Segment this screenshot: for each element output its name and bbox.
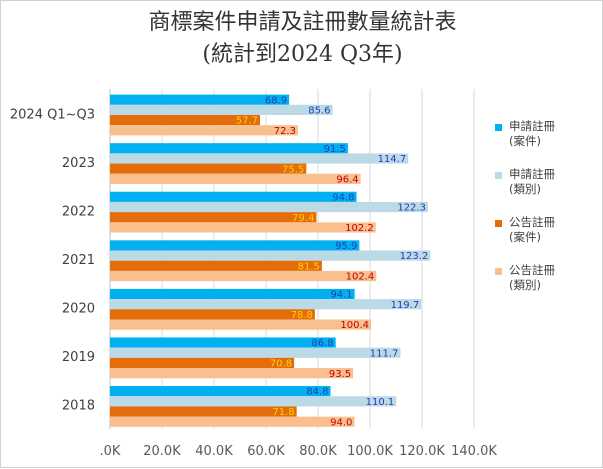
data-label: 96.4: [336, 174, 358, 185]
bar: [110, 386, 331, 397]
bar: [110, 125, 298, 136]
bar: [110, 299, 422, 310]
bar: [110, 94, 290, 105]
x-tick-label: 20.0K: [143, 444, 181, 459]
bar: [110, 163, 307, 174]
data-label: 78.8: [291, 310, 313, 321]
data-label: 71.8: [272, 407, 294, 418]
x-tick-label: 100.0K: [347, 444, 393, 459]
data-label: 94.8: [332, 192, 354, 203]
data-label: 86.8: [311, 338, 333, 349]
data-label: 72.3: [274, 126, 296, 137]
category-label: 2023: [62, 156, 95, 171]
data-label: 94.1: [330, 290, 352, 301]
bar: [110, 240, 360, 251]
data-label: 79.4: [292, 213, 314, 224]
data-label: 119.7: [391, 300, 420, 311]
bar: [110, 115, 261, 126]
bar: [110, 153, 409, 164]
bar: [110, 173, 361, 184]
legend-item: 公告註冊 (案件): [495, 215, 595, 263]
bar: [110, 406, 297, 417]
bar: [110, 319, 372, 330]
x-tick-label: 40.0K: [195, 444, 233, 459]
x-tick-label: 60.0K: [247, 444, 285, 459]
x-tick-label: 80.0K: [299, 444, 337, 459]
bar: [110, 309, 315, 320]
data-label: 110.1: [366, 397, 395, 408]
category-label: 2018: [62, 399, 95, 414]
bar: [110, 396, 397, 407]
legend-item: 申請註冊 (案件): [495, 119, 595, 167]
bar: [110, 288, 355, 300]
bar: [110, 416, 355, 427]
category-label: 2022: [62, 204, 95, 219]
legend-label: 申請註冊 (案件): [509, 119, 555, 148]
legend-label: 公告註冊 (類別): [509, 263, 555, 292]
bar: [110, 270, 377, 282]
bar: [110, 104, 333, 115]
x-tick-label: 140.0K: [451, 444, 497, 459]
bar: [110, 357, 295, 369]
bar: [110, 368, 354, 379]
bar: [110, 260, 322, 271]
data-label: 57.7: [236, 116, 258, 127]
data-label: 111.7: [370, 348, 399, 359]
data-label: 122.3: [397, 203, 426, 214]
chart-subtitle: (統計到2024 Q3年): [202, 42, 403, 67]
legend-swatch: [495, 220, 502, 227]
bar: [110, 222, 376, 233]
category-label: 2020: [62, 302, 95, 317]
bar: [110, 250, 431, 261]
legend: 申請註冊 (案件) 申請註冊 (類別) 公告註冊 (案件) 公告註冊 (類別): [495, 119, 595, 311]
data-label: 68.9: [265, 95, 287, 106]
legend-item: 申請註冊 (類別): [495, 167, 595, 215]
data-label: 75.5: [282, 164, 304, 175]
data-label: 102.2: [345, 223, 374, 234]
data-label: 85.6: [308, 106, 330, 117]
bar: [110, 212, 317, 223]
bar: [110, 337, 336, 348]
data-label: 114.7: [378, 154, 407, 165]
x-tick-label: .0K: [100, 444, 121, 459]
data-label: 95.9: [335, 241, 357, 252]
data-label: 102.4: [346, 272, 375, 283]
legend-swatch: [495, 172, 502, 179]
data-label: 123.2: [400, 251, 429, 262]
data-label: 100.4: [340, 320, 369, 331]
legend-label: 公告註冊 (案件): [509, 215, 555, 244]
category-label: 2024 Q1~Q3: [10, 107, 95, 122]
data-label: 81.5: [298, 261, 320, 272]
bar: [110, 201, 428, 213]
legend-item: 公告註冊 (類別): [495, 263, 595, 311]
x-tick-label: 120.0K: [399, 444, 445, 459]
bar: [110, 191, 357, 202]
data-label: 84.8: [306, 387, 328, 398]
chart-title: 商標案件申請及註冊數量統計表: [148, 10, 457, 35]
data-label: 93.5: [329, 369, 351, 380]
category-label: 2019: [62, 350, 95, 365]
data-label: 94.0: [330, 417, 352, 428]
data-label: 70.8: [270, 359, 292, 370]
bar: [110, 143, 348, 154]
data-label: 91.5: [324, 144, 346, 155]
legend-label: 申請註冊 (類別): [509, 167, 555, 196]
category-label: 2021: [62, 253, 95, 268]
legend-swatch: [495, 124, 502, 131]
legend-swatch: [495, 268, 502, 275]
bar: [110, 347, 401, 358]
